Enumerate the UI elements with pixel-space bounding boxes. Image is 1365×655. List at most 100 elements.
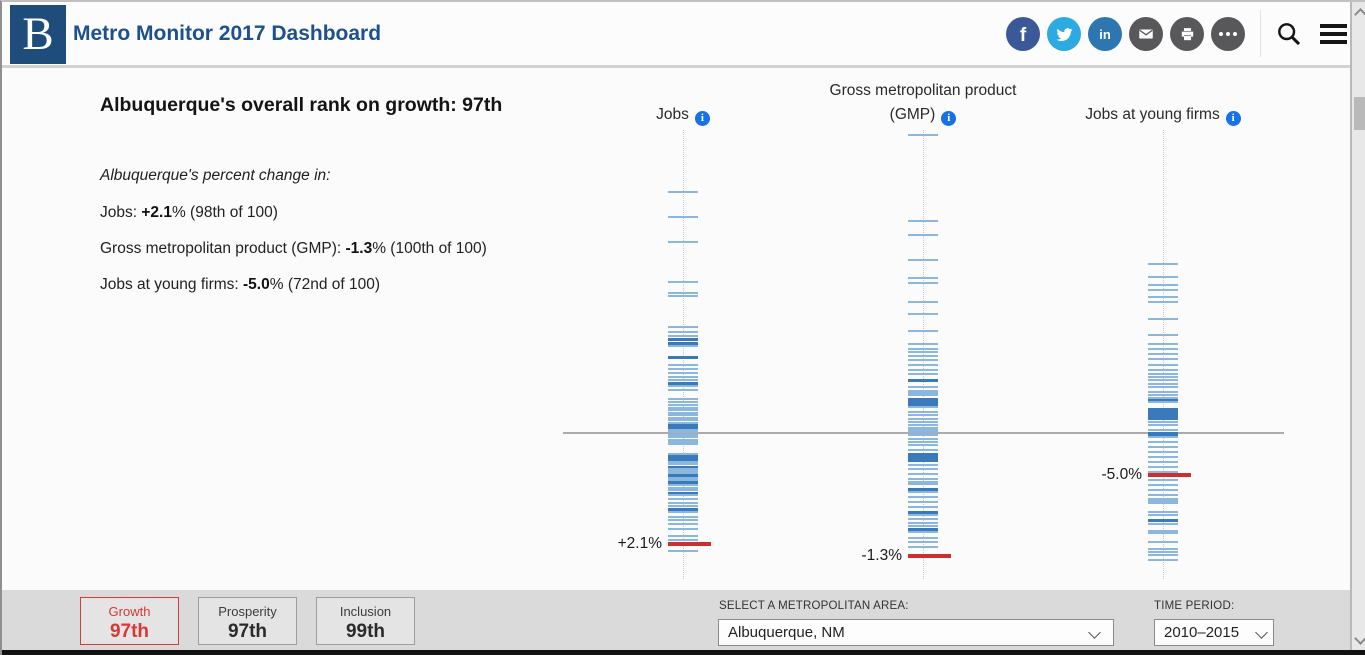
info-icon[interactable]: i (941, 111, 957, 126)
distribution-tick (668, 466, 698, 469)
scroll-up-icon[interactable] (1354, 8, 1365, 21)
distribution-tick (908, 541, 938, 543)
info-icon[interactable]: i (694, 111, 710, 126)
vertical-scrollbar[interactable] (1352, 2, 1365, 650)
distribution-tick (668, 479, 698, 481)
email-icon[interactable] (1129, 17, 1163, 51)
distribution-tick (908, 546, 938, 548)
distribution-tick (668, 441, 698, 443)
distribution-tick (908, 220, 938, 222)
distribution-tick (1148, 451, 1178, 453)
column-header-line: Jobs i (533, 106, 833, 126)
metric-suffix: % (72nd of 100) (269, 276, 381, 293)
distribution-tick (668, 376, 698, 378)
distribution-tick (1148, 376, 1178, 378)
highlight-tick (1148, 473, 1191, 477)
distribution-tick (1148, 263, 1178, 265)
distribution-tick (1148, 301, 1178, 303)
distribution-tick (908, 418, 938, 420)
twitter-icon[interactable] (1047, 17, 1081, 51)
metric-suffix: % (100th of 100) (372, 240, 487, 257)
distribution-tick (1148, 289, 1178, 291)
category-button-inclusion[interactable]: Inclusion 99th (316, 597, 415, 645)
distribution-tick (668, 443, 698, 445)
metric-prefix: Gross metropolitan product (GMP): (100, 240, 346, 257)
distribution-tick (1148, 414, 1178, 417)
distribution-tick (668, 389, 698, 391)
distribution-tick (668, 335, 698, 337)
metric-prefix: Jobs: (100, 204, 142, 221)
distribution-tick (908, 394, 938, 396)
distribution-tick (1148, 334, 1178, 336)
distribution-tick (908, 373, 938, 375)
search-icon[interactable] (1275, 20, 1303, 48)
distribution-tick (908, 456, 938, 459)
scroll-down-icon[interactable] (1354, 632, 1365, 645)
summary-intro: Albuquerque's percent change in: (100, 167, 331, 184)
distribution-tick (1148, 548, 1178, 550)
category-rank: 99th (345, 621, 386, 642)
category-button-growth[interactable]: Growth 97th (80, 597, 179, 645)
distribution-tick (668, 511, 698, 513)
category-rank: 97th (109, 621, 150, 642)
distribution-tick (908, 438, 938, 440)
distribution-tick (908, 459, 938, 462)
distribution-tick (668, 436, 698, 438)
distribution-tick (1148, 421, 1178, 423)
metro-select-value: Albuquerque, NM (728, 624, 845, 641)
column-header: Gross metropolitan product (GMP) i (773, 74, 1073, 126)
highlight-label: -1.3% (861, 547, 903, 564)
distribution-tick (1148, 424, 1178, 426)
distribution-tick (668, 461, 698, 463)
distribution-tick (908, 427, 938, 429)
more-icon[interactable] (1211, 17, 1245, 51)
distribution-tick (668, 419, 698, 421)
distribution-tick (668, 382, 698, 385)
distribution-tick (1148, 484, 1178, 486)
category-button-prosperity[interactable]: Prosperity 97th (198, 597, 297, 645)
info-icon[interactable]: i (1225, 111, 1241, 126)
highlight-tick (668, 542, 711, 546)
distribution-tick (908, 488, 938, 491)
brookings-logo[interactable]: B (10, 5, 66, 64)
distribution-tick (1148, 554, 1178, 556)
distribution-tick (668, 424, 698, 427)
distribution-tick (908, 429, 938, 431)
distribution-tick (668, 401, 698, 403)
distribution-tick (1148, 353, 1178, 355)
period-select[interactable]: 2010–2015 (1154, 619, 1274, 646)
distribution-tick (1148, 541, 1178, 543)
distribution-tick (668, 434, 698, 436)
distribution-tick (908, 481, 938, 483)
facebook-icon[interactable]: f (1006, 17, 1040, 51)
scrollbar-thumb[interactable] (1354, 97, 1365, 130)
distribution-tick (668, 412, 698, 414)
distribution-tick (1148, 511, 1178, 513)
distribution-tick (668, 426, 698, 429)
column-header-line: (GMP) i (773, 106, 1073, 126)
distribution-tick (908, 518, 938, 520)
distribution-tick (908, 301, 938, 303)
menu-icon[interactable] (1320, 24, 1347, 44)
distribution-tick (908, 506, 938, 508)
column-axis-line (923, 130, 924, 579)
distribution-tick (1148, 383, 1178, 385)
distribution-tick (1148, 358, 1178, 360)
distribution-tick (908, 359, 938, 361)
distribution-tick (1148, 432, 1178, 435)
distribution-tick (1148, 284, 1178, 286)
metro-select[interactable]: Albuquerque, NM (718, 619, 1114, 646)
footer-bar: Growth 97th Prosperity 97th Inclusion 99th SE… (2, 590, 1351, 650)
distribution-tick (908, 403, 938, 406)
period-select-value: 2010–2015 (1164, 624, 1240, 641)
distribution-tick (908, 313, 938, 315)
distribution-tick (668, 404, 698, 406)
linkedin-icon[interactable]: in (1088, 17, 1122, 51)
distribution-tick (1148, 559, 1178, 561)
distribution-tick (1148, 399, 1178, 402)
distribution-tick (668, 528, 698, 530)
distribution-tick (1148, 379, 1178, 381)
distribution-tick (1148, 519, 1178, 522)
print-icon[interactable] (1170, 17, 1204, 51)
distribution-tick (908, 282, 938, 284)
